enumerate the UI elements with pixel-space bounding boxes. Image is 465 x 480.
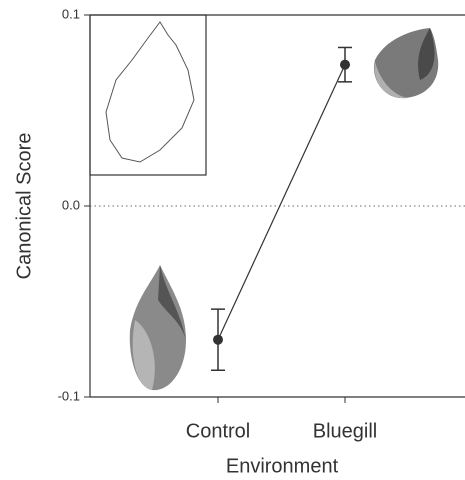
line xyxy=(217,64,346,340)
snail-control xyxy=(129,265,186,391)
y-tick-label: -0.1 xyxy=(58,388,80,403)
point xyxy=(213,334,223,345)
y-tick-label: 0.0 xyxy=(62,197,80,212)
point xyxy=(340,59,350,70)
inset-outline xyxy=(105,21,195,163)
x-tick-label: Control xyxy=(186,420,250,442)
x-axis-title: Environment xyxy=(226,455,339,477)
y-tick-label: 0.1 xyxy=(62,6,80,21)
inset xyxy=(89,14,207,176)
inset-frame xyxy=(89,14,207,176)
y-axis-title: Canonical Score xyxy=(13,133,35,280)
snail-bluegill xyxy=(374,28,439,99)
x-tick-label: Bluegill xyxy=(313,420,377,442)
